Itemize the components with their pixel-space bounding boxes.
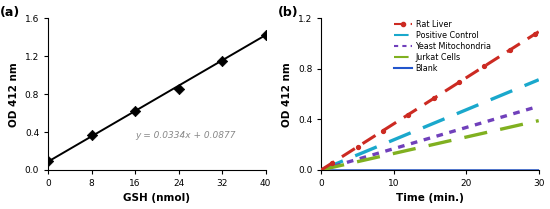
Point bbox=[174, 87, 183, 91]
Y-axis label: OD 412 nm: OD 412 nm bbox=[9, 62, 19, 126]
Point bbox=[44, 160, 53, 163]
Point bbox=[131, 109, 140, 113]
Point bbox=[261, 34, 270, 37]
Text: y = 0.0334x + 0.0877: y = 0.0334x + 0.0877 bbox=[135, 131, 235, 140]
Legend: Rat Liver, Positive Control, Yeast Mitochondria, Jurkat Cells, Blank: Rat Liver, Positive Control, Yeast Mitoc… bbox=[390, 16, 495, 76]
Text: (b): (b) bbox=[278, 6, 299, 19]
Y-axis label: OD 412 nm: OD 412 nm bbox=[282, 62, 293, 126]
X-axis label: Time (min.): Time (min.) bbox=[396, 194, 464, 203]
Text: (a): (a) bbox=[1, 6, 20, 19]
Point bbox=[218, 59, 227, 63]
X-axis label: GSH (nmol): GSH (nmol) bbox=[123, 194, 190, 203]
Point bbox=[87, 134, 96, 137]
